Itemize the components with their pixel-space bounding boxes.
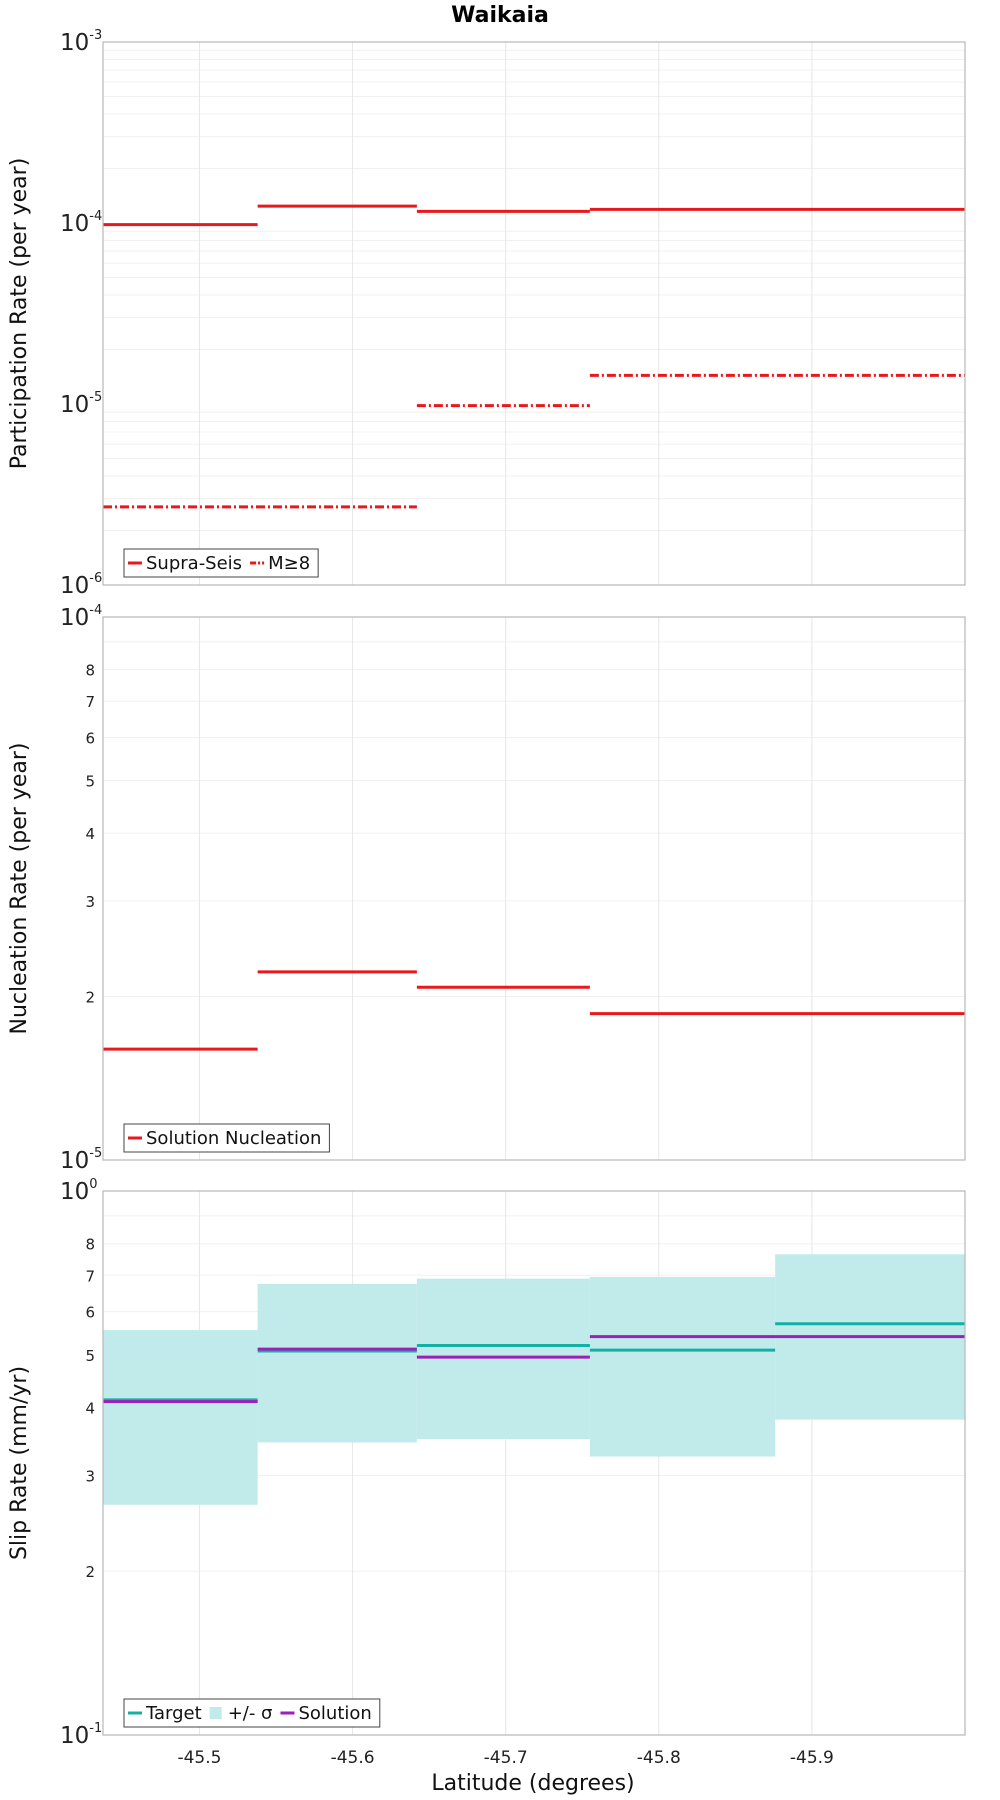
legend-label: Supra-Seis	[146, 553, 242, 574]
x-tick-label: -45.8	[637, 1748, 681, 1768]
y-minor-tick-label: 8	[85, 662, 95, 680]
x-tick-label: -45.6	[331, 1748, 375, 1768]
y-minor-tick-label: 5	[85, 1347, 95, 1365]
y-minor-tick-label: 8	[85, 1236, 95, 1254]
y-minor-tick-label: 7	[85, 1267, 95, 1285]
y-tick-label: 10-5	[60, 1146, 102, 1174]
y-axis-title: Nucleation Rate (per year)	[7, 743, 32, 1035]
plot-frame	[102, 616, 966, 1161]
legend-label: Solution Nucleation	[146, 1128, 321, 1149]
sigma-band-segment	[589, 1276, 776, 1457]
y-minor-tick-label: 4	[85, 825, 95, 843]
y-tick-label: 10-1	[60, 1721, 102, 1749]
legend: Target +/- σ Solution	[123, 1698, 381, 1728]
x-tick-label: -45.5	[177, 1748, 221, 1768]
panel-3: 10-1 100 2 3 4 5 6 7 8 Slip Rate (mm/yr) Target +/-…	[7, 1177, 966, 1749]
legend-box	[123, 1698, 381, 1728]
y-minor-tick-label: 3	[85, 893, 95, 911]
sigma-band-segment	[257, 1283, 417, 1443]
legend-label: M≥8	[268, 553, 310, 574]
y-minor-tick-label: 6	[85, 1304, 95, 1322]
panel-2: 10-5 10-4 2 3 4 5 6 7 8 Nucleation Rate (per year…	[7, 603, 966, 1174]
y-minor-tick-label: 4	[85, 1399, 95, 1417]
x-axis-title: Latitude (degrees)	[431, 1771, 634, 1796]
x-axis: -45.5 -45.6 -45.7 -45.8 -45.9	[177, 1748, 833, 1768]
panel-1: 10-6 10-5 10-4 10-3 Participation Rate (per …	[7, 28, 966, 599]
sigma-band-segment	[416, 1278, 590, 1440]
legend-box	[123, 1123, 330, 1153]
y-tick-label: 10-3	[60, 28, 102, 56]
legend-label: Target	[145, 1703, 202, 1724]
y-tick-label: 100	[60, 1177, 98, 1205]
x-tick-label: -45.9	[790, 1748, 834, 1768]
chart-title: Waikaia	[451, 3, 549, 28]
legend-swatch	[209, 1707, 222, 1719]
y-minor-tick-label: 2	[85, 1563, 95, 1581]
y-tick-label: 10-6	[60, 571, 102, 599]
y-minor-tick-label: 5	[85, 772, 95, 790]
y-tick-label: 10-4	[60, 603, 102, 631]
y-minor-tick-label: 6	[85, 729, 95, 747]
y-minor-tick-label: 3	[85, 1467, 95, 1485]
sigma-band-segment	[103, 1330, 258, 1505]
legend-label: +/- σ	[228, 1703, 273, 1724]
legend-box	[123, 548, 319, 578]
plot-frame	[102, 41, 966, 586]
legend: Solution Nucleation	[123, 1123, 330, 1153]
y-tick-label: 10-5	[60, 390, 102, 418]
y-minor-tick-label: 2	[85, 989, 95, 1007]
legend-label: Solution	[298, 1703, 371, 1724]
y-axis-title: Participation Rate (per year)	[7, 158, 32, 470]
legend: Supra-Seis M≥8	[123, 548, 319, 578]
plot-frame	[102, 1190, 966, 1736]
y-tick-label: 10-4	[60, 209, 102, 237]
y-axis-title: Slip Rate (mm/yr)	[7, 1366, 32, 1560]
x-tick-label: -45.7	[484, 1748, 528, 1768]
y-minor-tick-label: 7	[85, 693, 95, 711]
